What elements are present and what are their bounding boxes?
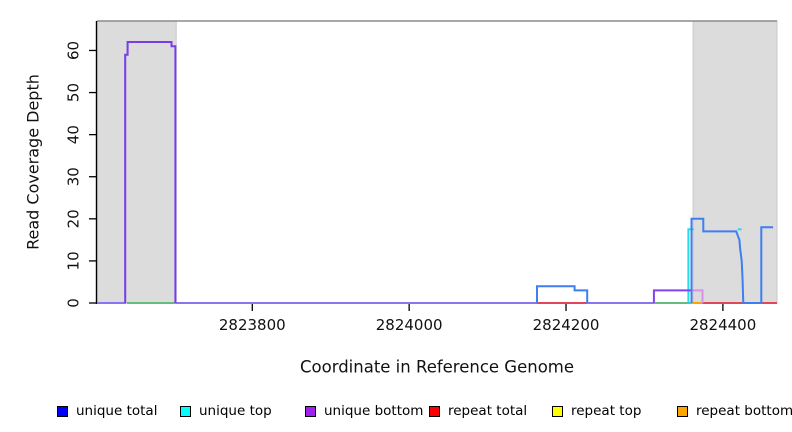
legend-label: repeat bottom bbox=[696, 403, 792, 419]
x-axis-title: Coordinate in Reference Genome bbox=[299, 357, 575, 377]
x-tick-label: 2824400 bbox=[689, 316, 756, 334]
legend-swatch-icon bbox=[180, 405, 191, 417]
legend-label: repeat total bbox=[448, 403, 528, 419]
x-tick-label: 2824000 bbox=[376, 316, 443, 334]
series-repeat-total-low-step bbox=[691, 289, 704, 303]
legend-item-repeat-top: repeat top bbox=[552, 403, 641, 419]
y-tick-label: 60 bbox=[65, 41, 83, 60]
y-tick-label: 40 bbox=[65, 125, 83, 144]
y-tick-label: 20 bbox=[65, 209, 83, 228]
legend-swatch-icon bbox=[305, 405, 316, 417]
x-tick-label: 2823800 bbox=[219, 316, 286, 334]
legend-swatch-icon bbox=[552, 405, 563, 417]
legend-swatch-icon bbox=[677, 405, 688, 417]
legend-label: unique bottom bbox=[324, 403, 424, 419]
x-tick-label: 2824200 bbox=[533, 316, 600, 334]
legend-item-repeat-total: repeat total bbox=[429, 403, 527, 419]
y-tick-label: 30 bbox=[65, 167, 83, 186]
shaded-region-right bbox=[692, 20, 778, 304]
y-tick-label: 50 bbox=[65, 83, 83, 102]
series-unique-total-main bbox=[690, 217, 774, 304]
y-tick-label: 10 bbox=[65, 251, 83, 270]
series-unique-bottom-peak bbox=[124, 41, 177, 303]
legend-item-unique-total: unique total bbox=[57, 403, 157, 419]
legend-label: unique top bbox=[199, 403, 272, 419]
legend-label: unique total bbox=[76, 403, 158, 419]
legend-item-repeat-bottom: repeat bottom bbox=[677, 403, 792, 419]
legend-label: repeat top bbox=[571, 403, 642, 419]
series-unique-total-small-step bbox=[536, 285, 589, 303]
series-unique-bottom-low-step bbox=[652, 289, 692, 303]
legend-item-unique-top: unique top bbox=[180, 403, 272, 419]
legend-swatch-icon bbox=[429, 405, 440, 417]
y-tick-label: 0 bbox=[65, 298, 83, 308]
shaded-region-left bbox=[96, 20, 177, 304]
y-axis-title: Read Coverage Depth bbox=[23, 74, 43, 250]
legend-swatch-icon bbox=[57, 405, 68, 417]
legend-item-unique-bottom: unique bottom bbox=[305, 403, 423, 419]
